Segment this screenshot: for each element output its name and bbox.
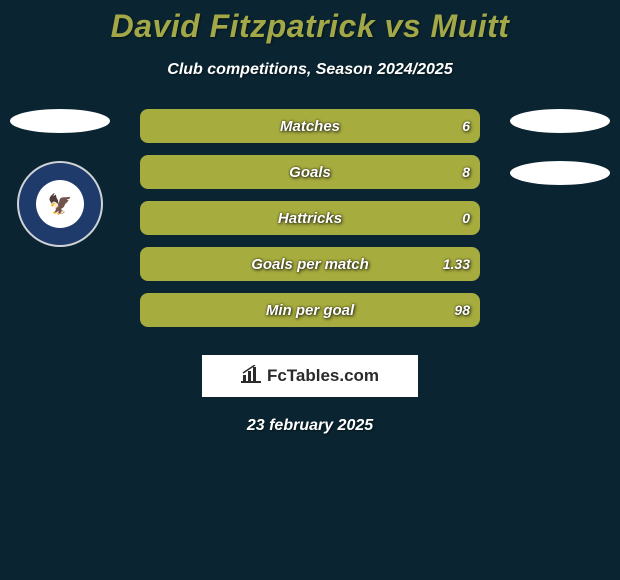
right-player-column [500,109,620,213]
stat-fill-right [140,293,480,327]
left-club-crest-icon: 🦅 [17,161,103,247]
comparison-widget: David Fitzpatrick vs Muitt Club competit… [0,0,620,580]
season-subtitle: Club competitions, Season 2024/2025 [0,61,620,79]
chart-icon [241,365,261,388]
bird-icon: 🦅 [48,192,73,217]
stat-row: Min per goal98 [140,293,480,327]
stat-fill-right [140,155,480,189]
stat-row: Hattricks0 [140,201,480,235]
left-player-column: 🦅 [0,109,120,247]
page-title: David Fitzpatrick vs Muitt [0,0,620,45]
left-flag-icon [10,109,110,133]
stat-fill-right [140,247,480,281]
stat-row: Goals per match1.33 [140,247,480,281]
stat-bars: Matches6 Goals8 Hattricks0 Goals per match1… [140,109,480,339]
snapshot-date: 23 february 2025 [0,417,620,435]
stat-row: Matches6 [140,109,480,143]
stats-area: 🦅 Matches6 Goals8 Hattricks0 Goals per matc… [0,109,620,339]
stat-fill-right [140,201,480,235]
crest-inner: 🦅 [36,180,84,228]
right-club-flag-icon [510,161,610,185]
stat-row: Goals8 [140,155,480,189]
brand-text: FcTables.com [267,366,379,386]
brand-logo[interactable]: FcTables.com [202,355,418,397]
stat-fill-right [140,109,480,143]
right-flag-icon [510,109,610,133]
